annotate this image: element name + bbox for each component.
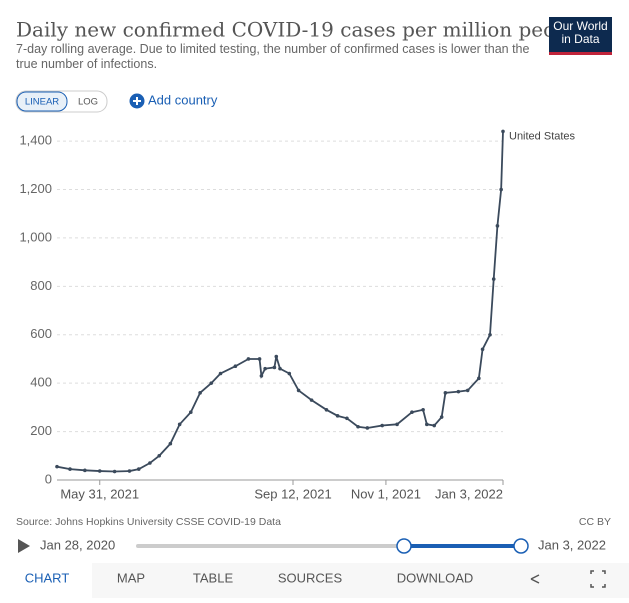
series-line (56, 131, 504, 473)
data-point (136, 467, 141, 471)
y-tick-label: 1,200 (19, 181, 52, 196)
data-point (68, 467, 72, 471)
series-label: United States (509, 130, 576, 142)
data-point (425, 422, 429, 427)
y-tick-label: 200 (30, 423, 52, 438)
data-point (477, 376, 481, 381)
license: CC BY (579, 516, 611, 528)
logo (549, 17, 612, 53)
data-point (177, 422, 182, 427)
data-point (324, 408, 329, 412)
tab[interactable]: SOURCES (278, 570, 343, 585)
data-point (443, 391, 448, 395)
data-point (432, 423, 437, 428)
data-point (55, 464, 59, 469)
y-tick-label: 800 (30, 278, 52, 293)
tab[interactable]: CHART (25, 570, 70, 585)
data-point (274, 354, 279, 359)
tab-active[interactable] (0, 563, 92, 598)
data-point (168, 441, 173, 446)
data-point (83, 468, 87, 473)
x-tick-label: May 31, 2021 (60, 486, 139, 501)
data-point (395, 422, 399, 427)
data-point (335, 414, 340, 418)
timeline-handle[interactable] (513, 538, 529, 554)
timeline-handle[interactable] (396, 538, 412, 554)
data-point (272, 365, 277, 370)
x-tick-label: Sep 12, 2021 (254, 486, 331, 501)
data-point (356, 424, 360, 429)
data-point (263, 366, 267, 371)
y-tick-label: 400 (30, 375, 52, 390)
data-point (97, 469, 102, 473)
data-point (365, 426, 370, 430)
logo-text: Our World in Data (553, 20, 608, 46)
data-point (345, 416, 349, 421)
data-point (189, 410, 193, 415)
linear-label[interactable]: LINEAR (25, 97, 59, 108)
add-country[interactable]: Add country (148, 92, 218, 107)
data-point (480, 347, 485, 352)
data-point (491, 277, 496, 281)
data-point (246, 357, 251, 361)
data-point (157, 453, 162, 458)
chart-title: Daily new confirmed COVID-19 cases per m… (16, 18, 586, 42)
data-point (410, 410, 414, 415)
y-tick-label: 0 (45, 471, 52, 486)
tab[interactable]: DOWNLOAD (397, 570, 474, 585)
data-point (495, 224, 500, 228)
data-point (257, 357, 262, 361)
data-point (296, 388, 301, 393)
data-point (259, 374, 264, 378)
data-point (421, 408, 425, 412)
share-icon[interactable] (530, 574, 540, 584)
data-point (127, 469, 132, 473)
data-point (148, 461, 152, 465)
data-point (233, 364, 238, 369)
data-point (499, 187, 503, 192)
data-point (209, 381, 214, 385)
timeline-end: Jan 3, 2022 (538, 537, 606, 552)
data-point (488, 332, 492, 337)
subtitle-box: 7-day rolling average. Due to limited te… (16, 42, 530, 71)
timeline-range (404, 544, 521, 548)
chart-subtitle: 7-day rolling average. Due to limited te… (16, 42, 530, 71)
source: Source: Johns Hopkins University CSSE CO… (16, 516, 281, 528)
tab[interactable]: TABLE (193, 570, 234, 585)
tab-bar (0, 563, 629, 598)
linear-button[interactable] (16, 91, 68, 112)
y-tick-label: 1,400 (19, 133, 52, 148)
y-tick-label: 600 (30, 326, 52, 341)
logo-box: Our World in Data (553, 20, 608, 46)
timeline-track (136, 544, 404, 548)
data-point (198, 391, 202, 395)
tab[interactable]: MAP (117, 570, 145, 585)
data-point (218, 371, 223, 376)
x-tick-label: Nov 1, 2021 (351, 486, 421, 501)
data-point (501, 129, 505, 134)
logo-bar (549, 52, 612, 55)
data-point (439, 415, 444, 419)
data-point (465, 388, 470, 393)
play-button[interactable] (18, 539, 30, 553)
timeline-start: Jan 28, 2020 (40, 537, 115, 552)
y-tick-label: 1,000 (19, 229, 52, 244)
x-tick-label: Jan 3, 2022 (435, 486, 503, 501)
log-label[interactable]: LOG (78, 97, 98, 108)
fullscreen-icon[interactable] (590, 570, 606, 588)
data-point (112, 469, 117, 474)
data-point (456, 389, 461, 394)
data-point (309, 398, 314, 402)
data-point (287, 371, 292, 376)
data-point (380, 423, 385, 428)
data-point (278, 366, 282, 371)
add-plus (133, 97, 141, 105)
